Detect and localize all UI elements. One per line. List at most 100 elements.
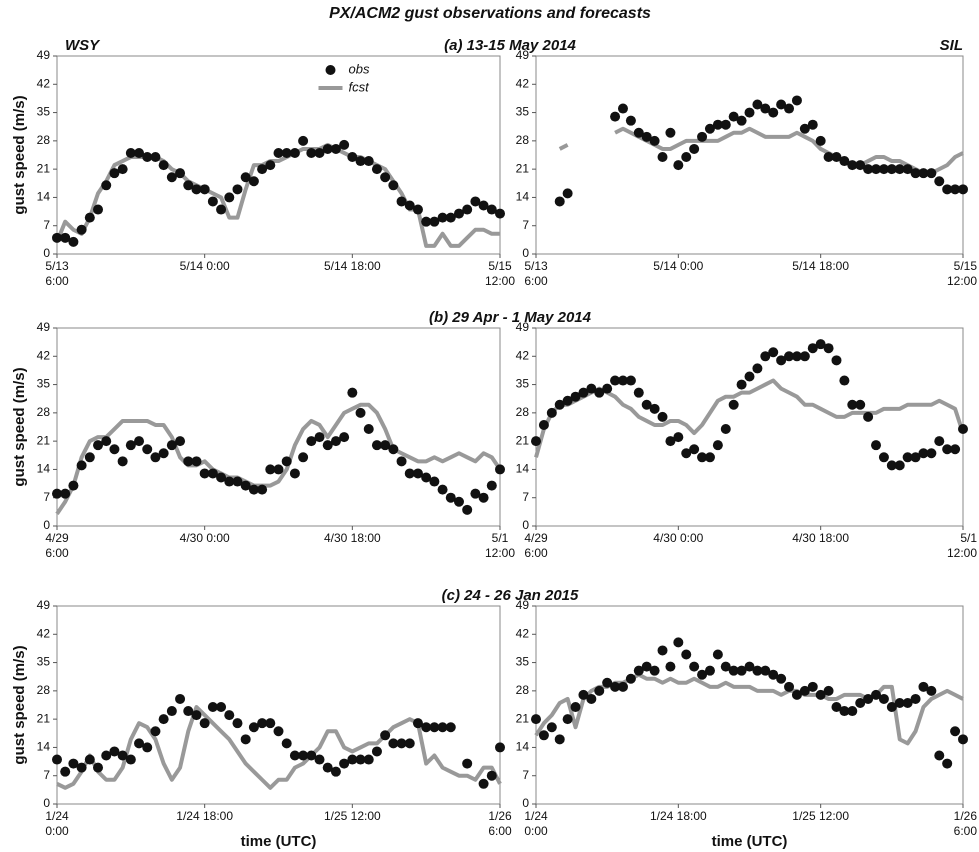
- obs-point: [363, 754, 374, 765]
- obs-point: [371, 440, 382, 451]
- obs-point: [166, 706, 177, 717]
- obs-point: [76, 762, 87, 773]
- fcst-line: [56, 705, 502, 790]
- obs-point: [697, 452, 708, 463]
- y-tick-label: 49: [37, 48, 51, 62]
- y-tick-label: 42: [37, 626, 51, 640]
- obs-point: [495, 464, 505, 475]
- obs-point: [625, 673, 636, 684]
- obs-point: [926, 448, 937, 459]
- y-tick-label: 42: [516, 76, 530, 90]
- obs-point: [934, 750, 945, 761]
- y-tick-label: 7: [522, 218, 529, 232]
- obs-point: [150, 452, 161, 463]
- station-label: WSY: [65, 37, 101, 54]
- obs-point: [799, 685, 810, 696]
- plot-frame: [56, 55, 501, 255]
- x-tick-label: 4/30 18:00: [324, 531, 381, 545]
- obs-point: [404, 468, 415, 479]
- obs-point: [191, 184, 202, 195]
- panel-title: (c) 24 - 26 Jan 2015: [442, 587, 579, 604]
- figure-title: PX/ACM2 gust observations and forecasts: [329, 5, 651, 22]
- obs-point: [681, 448, 692, 459]
- obs-point: [478, 778, 489, 789]
- obs-point: [363, 156, 374, 167]
- plot-frame: [56, 605, 501, 805]
- x-tick-label: 1/24 18:00: [176, 809, 233, 823]
- y-tick-label: 28: [516, 405, 530, 419]
- obs-point: [776, 99, 787, 110]
- obs-point: [610, 681, 621, 692]
- obs-point: [863, 411, 874, 422]
- x-tick-label: 5/1: [960, 531, 977, 545]
- obs-point: [125, 440, 136, 451]
- obs-point: [625, 115, 636, 126]
- x-tick-label: 6:00: [524, 546, 548, 560]
- obs-point: [183, 706, 194, 717]
- obs-point: [681, 649, 692, 660]
- obs-point: [429, 476, 440, 487]
- obs-point: [768, 669, 779, 680]
- obs-point: [495, 208, 505, 219]
- y-tick-label: 14: [37, 462, 51, 476]
- obs-point: [298, 135, 309, 146]
- obs-point: [617, 681, 628, 692]
- obs-point: [175, 436, 186, 447]
- obs-point: [736, 665, 747, 676]
- y-tick-label: 28: [516, 683, 530, 697]
- obs-point: [744, 371, 755, 382]
- y-tick-label: 14: [37, 190, 51, 204]
- obs-point: [760, 665, 771, 676]
- obs-point: [68, 236, 79, 247]
- x-tick-label: 1/25 12:00: [792, 809, 849, 823]
- obs-point: [199, 184, 210, 195]
- y-tick-label: 35: [516, 105, 530, 119]
- y-tick-label: 21: [37, 161, 51, 175]
- obs-point: [823, 152, 834, 163]
- obs-point: [815, 135, 826, 146]
- obs-point: [396, 196, 407, 207]
- x-axis-label: time (UTC): [712, 833, 788, 850]
- obs-point: [445, 492, 456, 503]
- y-axis-label: gust speed (m/s): [11, 367, 28, 486]
- obs-point: [847, 706, 858, 717]
- y-tick-label: 42: [37, 76, 51, 90]
- obs-point: [958, 424, 968, 435]
- y-tick-label: 21: [516, 161, 530, 175]
- y-tick-label: 0: [43, 518, 50, 532]
- obs-point: [388, 738, 399, 749]
- x-tick-label: 5/15: [488, 259, 512, 273]
- obs-point: [306, 750, 317, 761]
- obs-point: [339, 139, 350, 150]
- y-tick-label: 49: [516, 320, 530, 334]
- panel-title: (b) 29 Apr - 1 May 2014: [429, 309, 592, 326]
- obs-point: [216, 204, 227, 215]
- x-axis-label: time (UTC): [241, 833, 317, 850]
- y-tick-label: 42: [37, 348, 51, 362]
- obs-point: [633, 127, 644, 138]
- panel-title: (a) 13-15 May 2014: [444, 37, 576, 54]
- obs-point: [404, 738, 415, 749]
- x-tick-label: 4/30 0:00: [653, 531, 703, 545]
- obs-point: [355, 754, 366, 765]
- obs-point: [538, 730, 549, 741]
- obs-point: [363, 424, 374, 435]
- obs-point: [871, 689, 882, 700]
- obs-point: [314, 432, 325, 443]
- y-tick-label: 49: [516, 598, 530, 612]
- obs-point: [720, 119, 731, 130]
- obs-point: [578, 387, 589, 398]
- obs-point: [289, 147, 300, 158]
- obs-point: [815, 689, 826, 700]
- obs-point: [429, 722, 440, 733]
- obs-point: [109, 746, 120, 757]
- obs-point: [281, 456, 292, 467]
- fcst-line: [558, 126, 964, 176]
- obs-point: [265, 160, 276, 171]
- obs-point: [894, 697, 905, 708]
- obs-point: [799, 351, 810, 362]
- obs-point: [166, 172, 177, 183]
- obs-point: [388, 180, 399, 191]
- obs-point: [347, 152, 358, 163]
